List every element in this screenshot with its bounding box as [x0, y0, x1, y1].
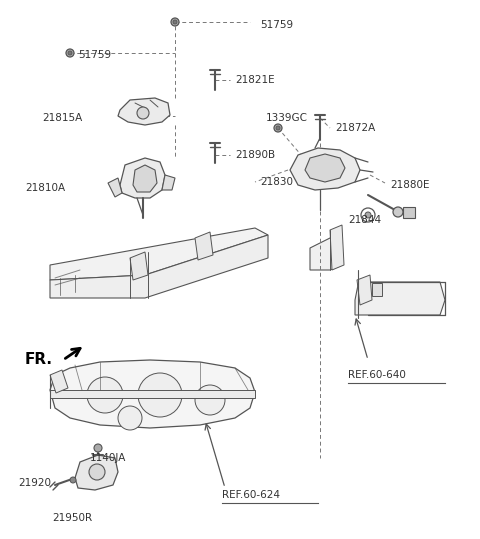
Polygon shape [195, 232, 213, 260]
Polygon shape [355, 282, 445, 315]
Text: 51759: 51759 [78, 50, 111, 60]
Text: 21815A: 21815A [42, 113, 82, 123]
Text: 21880E: 21880E [390, 180, 430, 190]
Polygon shape [130, 252, 148, 280]
Circle shape [94, 444, 102, 452]
Circle shape [393, 207, 403, 217]
Polygon shape [310, 238, 342, 270]
Polygon shape [108, 178, 122, 197]
Text: 21830: 21830 [260, 177, 293, 187]
Circle shape [118, 406, 142, 430]
Circle shape [276, 126, 280, 130]
Text: 21810A: 21810A [25, 183, 65, 193]
Polygon shape [118, 98, 170, 125]
Text: REF.60-640: REF.60-640 [348, 370, 406, 380]
Circle shape [274, 124, 282, 132]
Polygon shape [75, 455, 118, 490]
Polygon shape [50, 228, 268, 280]
Polygon shape [357, 275, 372, 305]
Polygon shape [50, 235, 268, 298]
Text: REF.60-624: REF.60-624 [222, 490, 280, 500]
Circle shape [365, 212, 371, 218]
Text: 51759: 51759 [260, 20, 293, 30]
Circle shape [89, 464, 105, 480]
Circle shape [66, 49, 74, 57]
Polygon shape [372, 283, 382, 296]
Circle shape [173, 20, 177, 24]
Polygon shape [133, 165, 157, 192]
Circle shape [137, 107, 149, 119]
Circle shape [68, 51, 72, 55]
Text: 21890B: 21890B [235, 150, 275, 160]
Text: FR.: FR. [25, 353, 53, 368]
Text: 1140JA: 1140JA [90, 453, 126, 463]
Polygon shape [50, 390, 255, 398]
Polygon shape [305, 154, 345, 182]
Text: 21872A: 21872A [335, 123, 375, 133]
Circle shape [195, 385, 225, 415]
Text: 1339GC: 1339GC [266, 113, 308, 123]
Text: 21821E: 21821E [235, 75, 275, 85]
Circle shape [171, 18, 179, 26]
Circle shape [87, 377, 123, 413]
Polygon shape [50, 370, 68, 393]
Polygon shape [50, 360, 255, 428]
Polygon shape [290, 148, 360, 190]
Polygon shape [162, 175, 175, 190]
Text: 21950R: 21950R [52, 513, 92, 523]
Polygon shape [330, 225, 344, 270]
Circle shape [138, 373, 182, 417]
Polygon shape [120, 158, 165, 198]
Text: 21920: 21920 [18, 478, 51, 488]
Text: 21844: 21844 [348, 215, 381, 225]
Circle shape [70, 477, 76, 483]
Polygon shape [403, 207, 415, 218]
